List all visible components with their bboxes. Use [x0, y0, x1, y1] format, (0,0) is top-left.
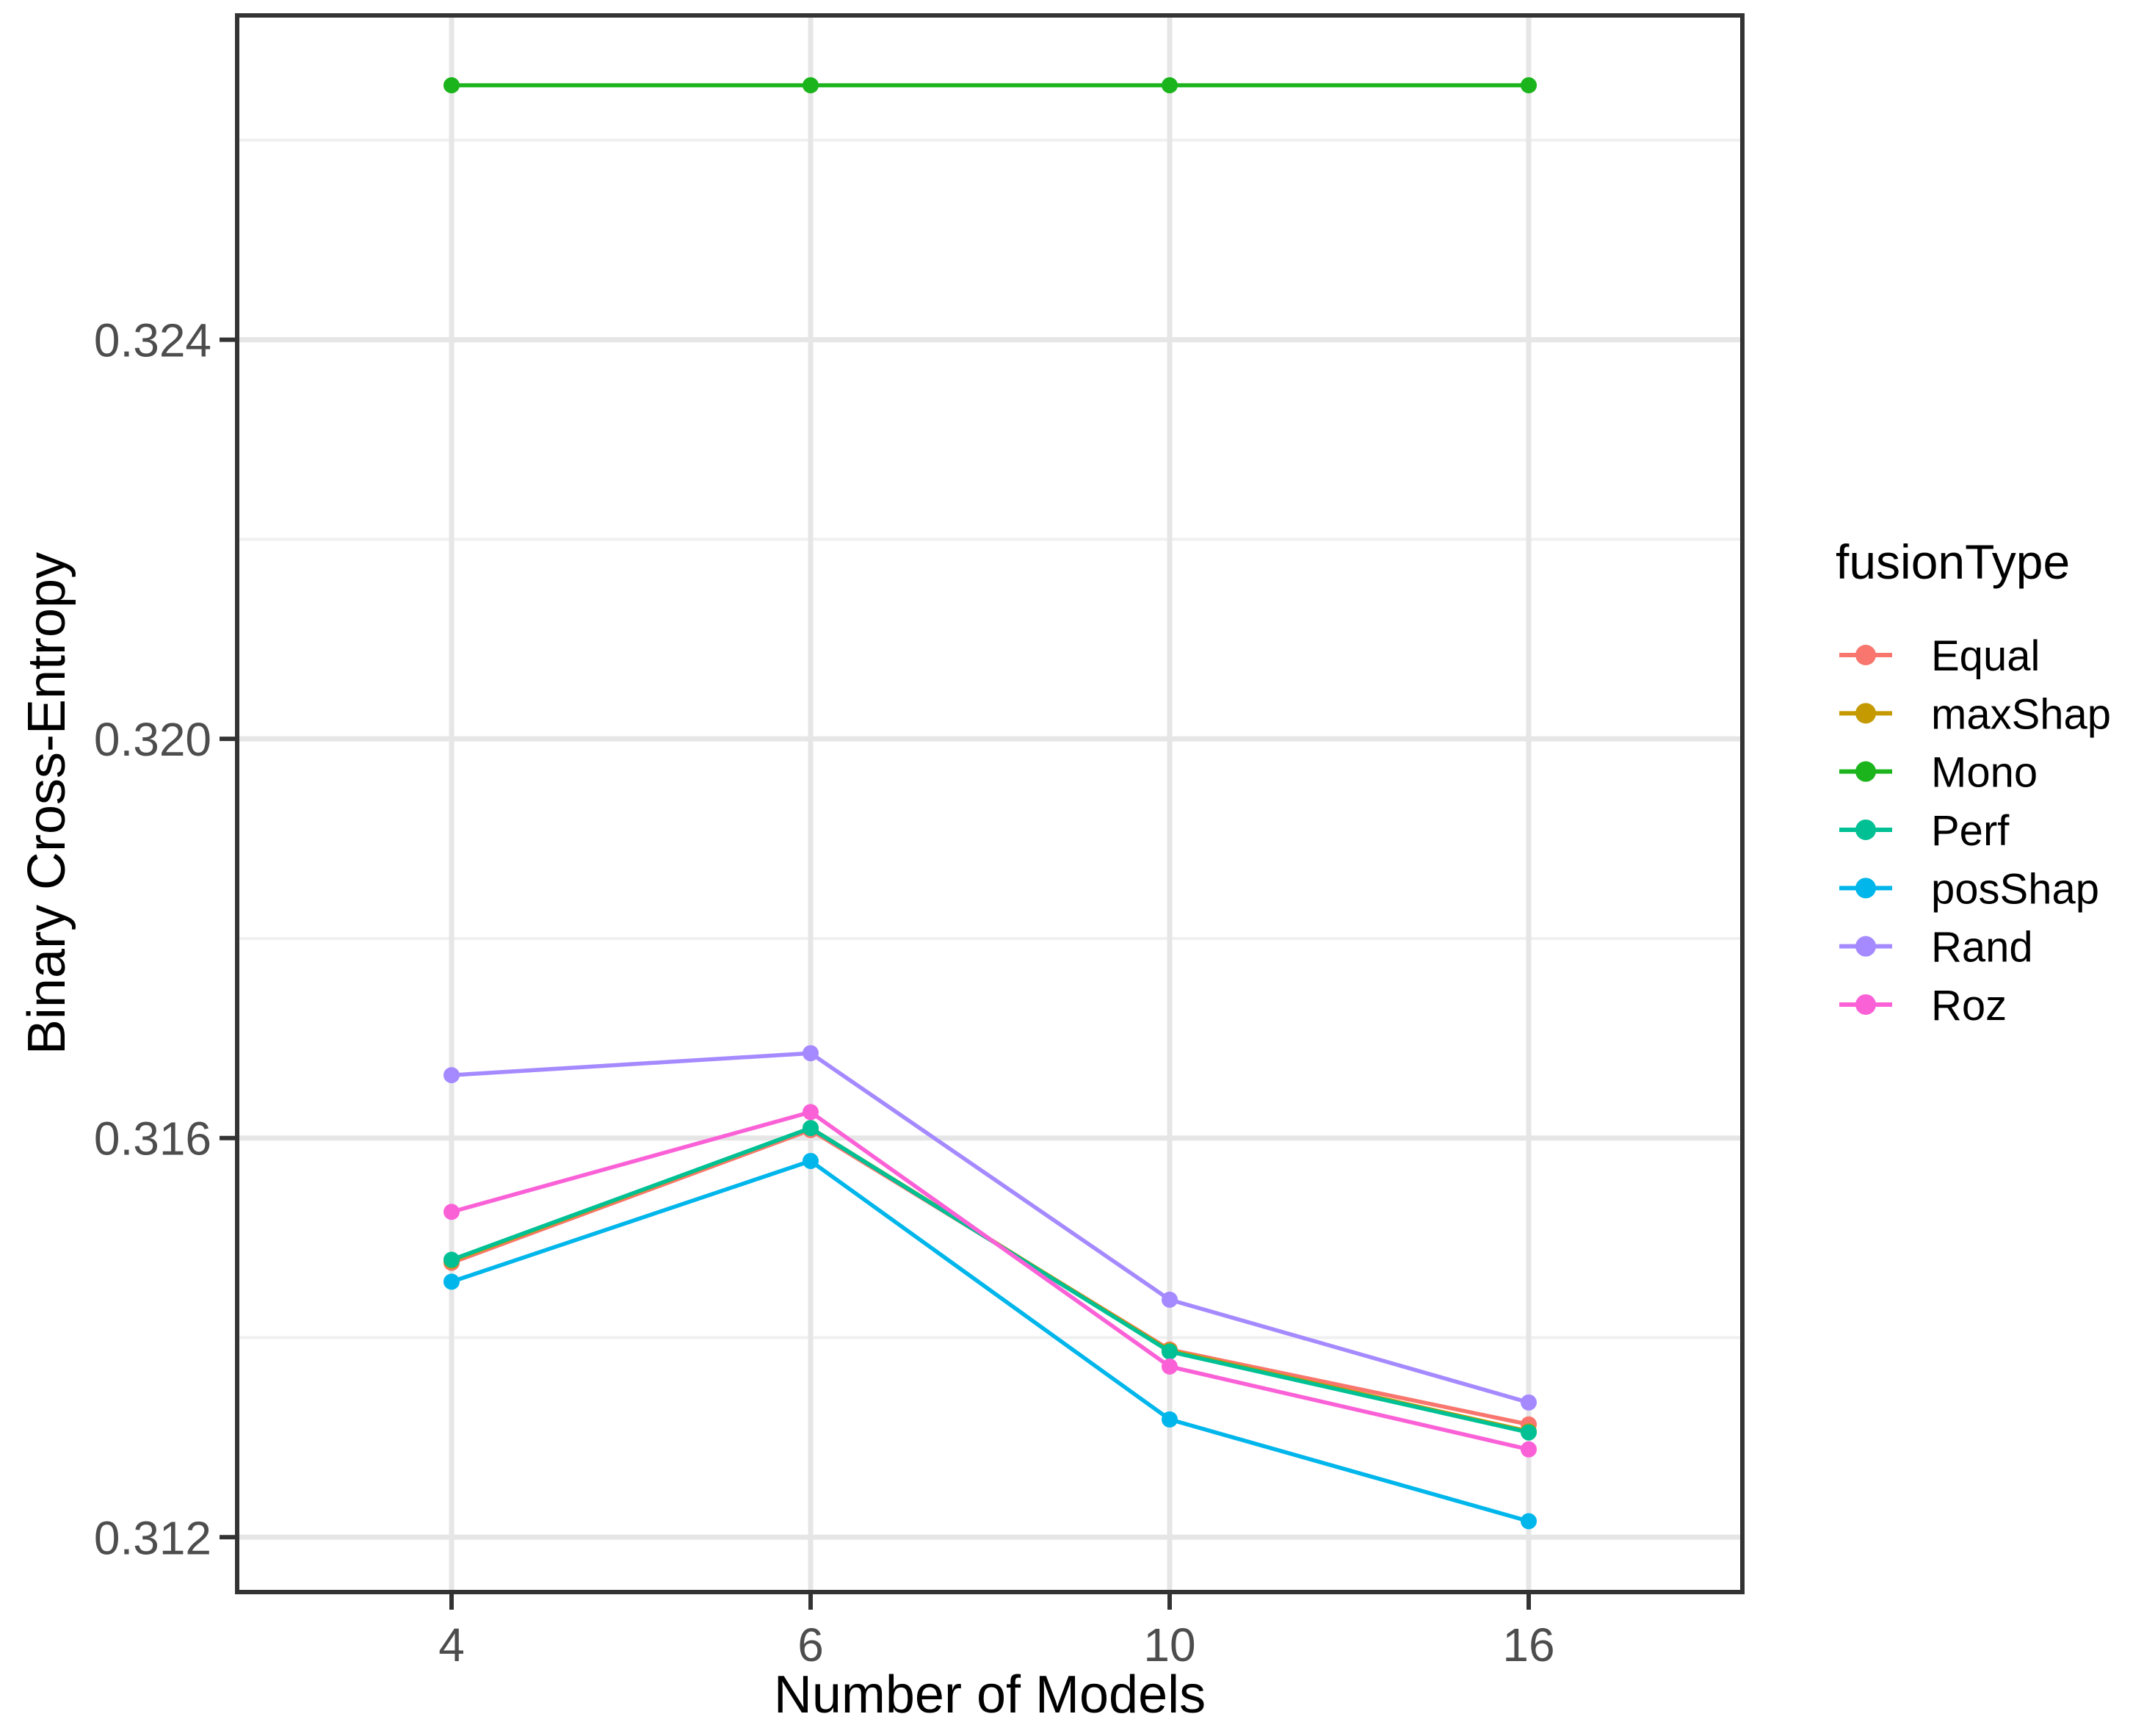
legend-items: Equal maxShap Mono Perf posShap Rand Roz: [1839, 632, 2111, 1030]
series-lines: [443, 77, 1537, 1530]
data-point-Rand: [803, 1045, 819, 1062]
y-tick-label: 0.316: [94, 1113, 211, 1165]
series-line-maxShap: [451, 1126, 1529, 1433]
axis-ticks: [220, 337, 1531, 1610]
panel-border-rect: [235, 13, 1745, 1594]
legend-title: fusionType: [1836, 535, 2070, 589]
x-tick-label: 4: [438, 1619, 465, 1671]
data-point-Rand: [443, 1067, 460, 1084]
x-tick-label: 6: [797, 1619, 824, 1671]
x-tick-label: 10: [1143, 1619, 1195, 1671]
data-point-Perf: [1521, 1424, 1537, 1441]
legend-label-Roz: Roz: [1931, 982, 2007, 1030]
legend-label-maxShap: maxShap: [1931, 690, 2111, 738]
legend-label-Perf: Perf: [1931, 807, 2010, 855]
data-point-Mono: [1162, 77, 1178, 94]
legend-label-Equal: Equal: [1931, 632, 2040, 680]
series-line-Roz: [451, 1110, 1529, 1452]
legend-key-point-Rand: [1855, 936, 1876, 957]
y-tick-label: 0.320: [94, 713, 211, 766]
legend-label-Mono: Mono: [1931, 749, 2038, 797]
series-line-posShap: [451, 1158, 1529, 1524]
data-point-Mono: [443, 77, 460, 94]
series-line-Rand: [451, 1051, 1529, 1405]
data-point-Roz: [803, 1104, 819, 1121]
data-point-posShap: [1521, 1513, 1537, 1530]
legend-key-point-posShap: [1855, 878, 1876, 899]
data-point-Mono: [1521, 77, 1537, 94]
data-point-Rand: [1521, 1394, 1537, 1411]
panel-border: [235, 13, 1745, 1594]
data-point-Roz: [443, 1204, 460, 1220]
data-point-posShap: [803, 1152, 819, 1169]
axis-tick-labels: 0.312 0.316 0.320 0.324 4 6 10 16: [94, 314, 1555, 1671]
y-axis-title: Binary Cross-Entropy: [18, 552, 76, 1055]
data-point-posShap: [1162, 1411, 1178, 1428]
data-point-posShap: [443, 1273, 460, 1290]
legend-key-point-Mono: [1855, 761, 1876, 782]
y-tick-label: 0.312: [94, 1511, 211, 1564]
legend-key-point-Perf: [1855, 819, 1876, 840]
data-point-Perf: [803, 1120, 819, 1137]
data-point-Rand: [1162, 1291, 1178, 1308]
legend-label-Rand: Rand: [1931, 924, 2033, 972]
x-tick-label: 16: [1502, 1619, 1554, 1671]
legend: fusionType Equal maxShap Mono Perf posShap Ra…: [1836, 535, 2111, 1030]
gridlines: [237, 15, 1742, 1592]
data-point-Perf: [1162, 1343, 1178, 1360]
data-point-Roz: [1521, 1441, 1537, 1458]
legend-key-point-Roz: [1855, 994, 1876, 1015]
y-tick-label: 0.324: [94, 314, 211, 367]
data-point-Roz: [1162, 1358, 1178, 1375]
data-point-Perf: [443, 1251, 460, 1268]
legend-key-point-maxShap: [1855, 703, 1876, 724]
x-axis-title: Number of Models: [774, 1666, 1206, 1724]
series-line-Perf: [451, 1126, 1529, 1435]
data-point-Mono: [803, 77, 819, 94]
legend-key-point-Equal: [1855, 645, 1876, 665]
legend-label-posShap: posShap: [1931, 865, 2099, 913]
